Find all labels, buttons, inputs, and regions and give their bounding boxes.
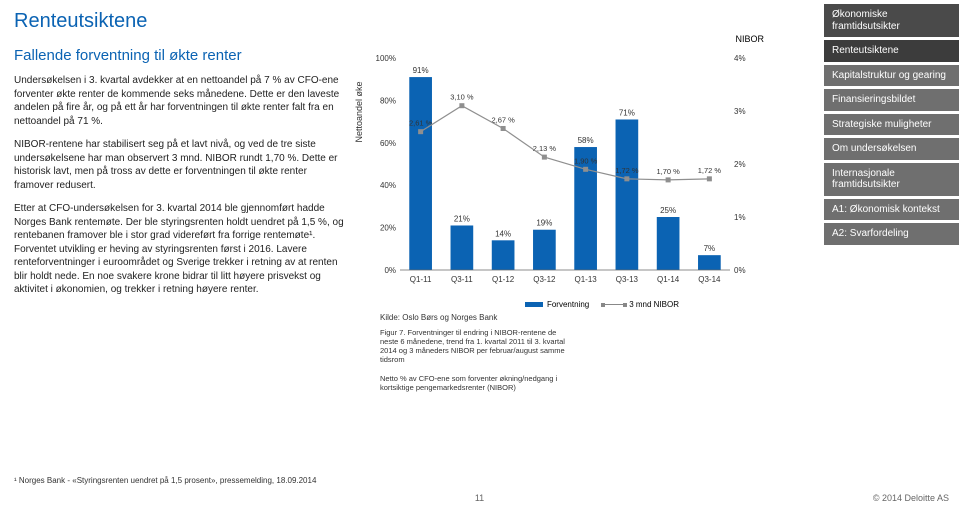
svg-text:20%: 20%: [380, 224, 396, 233]
chart-legend: Forventning 3 mnd NIBOR: [380, 300, 824, 309]
combo-chart: 0% 20% 40% 60% 80% 100% 0% 1% 2% 3% 4% 91% Q1-11 21% Q…: [370, 48, 760, 298]
chart-column: Nettoandel øke NIBOR 0%20%40%60%80%100%0…: [360, 0, 824, 507]
svg-text:1,72 %: 1,72 %: [698, 166, 722, 175]
sidebar-item-1[interactable]: Renteutsiktene: [824, 40, 959, 62]
svg-text:14%: 14%: [495, 229, 511, 238]
right-axis-title: NIBOR: [735, 34, 764, 44]
bar: [574, 147, 597, 270]
chart-source: Kilde: Oslo Børs og Norges Bank: [380, 313, 824, 322]
sidebar-item-0[interactable]: Økonomiske framtidsutsikter: [824, 4, 959, 37]
sidebar-item-4[interactable]: Strategiske muligheter: [824, 114, 959, 136]
copyright: © 2014 Deloitte AS: [873, 493, 949, 503]
svg-text:Q3-13: Q3-13: [616, 275, 639, 284]
svg-text:21%: 21%: [454, 214, 470, 223]
svg-text:2%: 2%: [734, 160, 746, 169]
svg-text:1,90 %: 1,90 %: [574, 156, 598, 165]
svg-text:Q3-11: Q3-11: [451, 275, 473, 284]
chart-subcaption: Netto % av CFO-ene som forventer økning/…: [380, 374, 570, 392]
sidebar-item-8[interactable]: A2: Svarfordeling: [824, 223, 959, 245]
bar: [616, 119, 639, 270]
page-subtitle: Fallende forventning til økte renter: [14, 47, 348, 64]
bar: [409, 77, 432, 270]
svg-text:0%: 0%: [384, 266, 396, 275]
svg-text:1%: 1%: [734, 213, 746, 222]
y-axis-label: Nettoandel øke: [354, 81, 364, 142]
svg-text:71%: 71%: [619, 108, 635, 117]
sidebar-item-2[interactable]: Kapitalstruktur og gearing: [824, 65, 959, 87]
svg-text:2,67 %: 2,67 %: [491, 115, 515, 124]
svg-text:80%: 80%: [380, 96, 396, 105]
svg-text:Q1-13: Q1-13: [575, 275, 598, 284]
svg-text:7%: 7%: [704, 244, 716, 253]
svg-text:Q3-12: Q3-12: [533, 275, 556, 284]
svg-text:Q1-12: Q1-12: [492, 275, 515, 284]
sidebar-item-6[interactable]: Internasjonale framtidsutsikter: [824, 163, 959, 196]
page-number: 11: [475, 493, 484, 503]
svg-text:40%: 40%: [380, 181, 396, 190]
legend-line: 3 mnd NIBOR: [603, 300, 679, 309]
svg-text:4%: 4%: [734, 54, 746, 63]
paragraph-2: NIBOR-rentene har stabilisert seg på et …: [14, 138, 348, 192]
page-title: Renteutsiktene: [14, 10, 348, 33]
page-root: Renteutsiktene Fallende forventning til …: [0, 0, 959, 507]
bar: [657, 217, 680, 270]
svg-text:0%: 0%: [734, 266, 746, 275]
legend-line-label: 3 mnd NIBOR: [629, 300, 679, 309]
legend-bar-swatch: [525, 302, 543, 307]
svg-text:1,70 %: 1,70 %: [656, 167, 680, 176]
sidebar-item-5[interactable]: Om undersøkelsen: [824, 138, 959, 160]
chart-caption: Figur 7. Forventninger til endring i NIB…: [380, 328, 570, 364]
legend-bar: Forventning: [525, 300, 589, 309]
legend-bar-label: Forventning: [547, 300, 589, 309]
svg-text:60%: 60%: [380, 139, 396, 148]
svg-text:58%: 58%: [578, 136, 594, 145]
svg-text:100%: 100%: [376, 54, 396, 63]
svg-text:25%: 25%: [660, 206, 676, 215]
svg-text:Q1-14: Q1-14: [657, 275, 680, 284]
bar: [698, 255, 721, 270]
footnote: ¹ Norges Bank - «Styringsrenten uendret …: [14, 476, 316, 485]
sidebar-item-7[interactable]: A1: Økonomisk kontekst: [824, 199, 959, 221]
paragraph-1: Undersøkelsen i 3. kvartal avdekker at e…: [14, 74, 348, 128]
sidebar-item-3[interactable]: Finansieringsbildet: [824, 89, 959, 111]
svg-text:91%: 91%: [413, 66, 429, 75]
svg-text:3%: 3%: [734, 107, 746, 116]
chart-wrap: Nettoandel øke NIBOR 0%20%40%60%80%100%0…: [370, 48, 760, 298]
legend-line-swatch: [603, 304, 625, 305]
svg-text:19%: 19%: [536, 219, 552, 228]
svg-text:3,10 %: 3,10 %: [450, 93, 474, 102]
bar: [492, 240, 515, 270]
paragraph-3: Etter at CFO-undersøkelsen for 3. kvarta…: [14, 202, 348, 297]
svg-text:Q3-14: Q3-14: [698, 275, 721, 284]
svg-text:Q1-11: Q1-11: [410, 275, 432, 284]
sidebar-nav: Økonomiske framtidsutsikter Renteutsikten…: [824, 0, 959, 507]
bar: [533, 230, 556, 270]
svg-text:1,72 %: 1,72 %: [615, 166, 639, 175]
text-column: Renteutsiktene Fallende forventning til …: [0, 0, 360, 507]
bar: [451, 225, 474, 270]
